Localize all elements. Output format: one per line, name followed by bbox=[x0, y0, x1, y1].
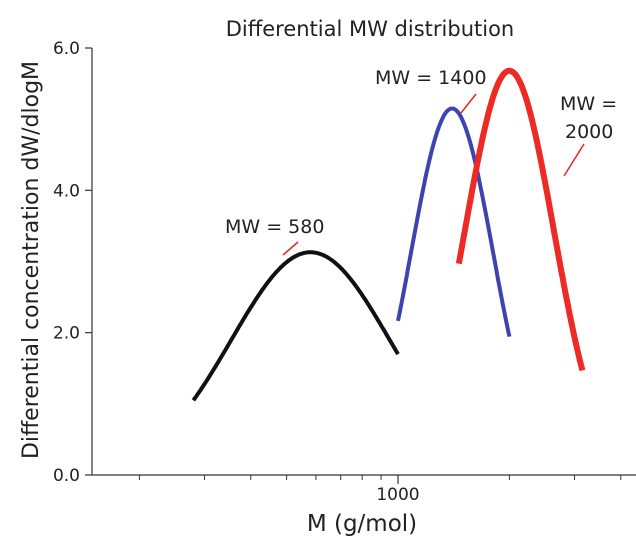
y-tick-label: 2.0 bbox=[53, 324, 80, 344]
series-label-leader bbox=[460, 93, 477, 114]
series-line-3 bbox=[455, 67, 586, 372]
series-label: MW = 1400 bbox=[375, 67, 487, 89]
series-line-1 bbox=[191, 250, 400, 402]
series-label: MW = bbox=[560, 93, 617, 115]
series-label-leader bbox=[563, 143, 585, 177]
y-tick-label: 6.0 bbox=[53, 39, 80, 59]
series-label: 2000 bbox=[565, 121, 613, 143]
x-axis-label: M (g/mol) bbox=[307, 511, 417, 537]
chart-title: Differential MW distribution bbox=[226, 17, 514, 41]
x-tick-label: 1000 bbox=[376, 485, 419, 505]
y-tick-label: 4.0 bbox=[53, 181, 80, 201]
series-line-2 bbox=[396, 106, 512, 338]
y-tick-label: 0.0 bbox=[53, 466, 80, 486]
series-label: MW = 580 bbox=[225, 216, 324, 238]
series-label-leader bbox=[282, 241, 299, 256]
plot-area: 0.0 2.0 4.0 6.0 1000 MW = 580 MW = 1400 MW = 200… bbox=[53, 39, 636, 505]
y-axis-label: Differential concentration dW/dlogM bbox=[19, 61, 44, 459]
